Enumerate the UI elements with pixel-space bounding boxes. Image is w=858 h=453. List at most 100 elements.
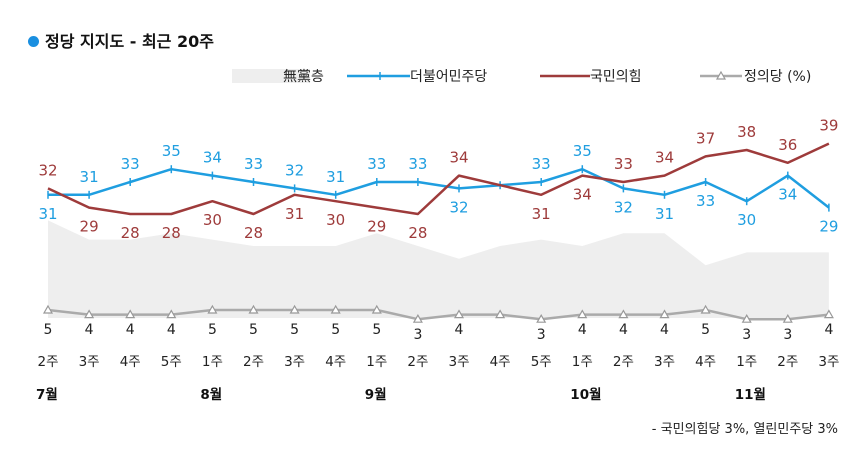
justice-point xyxy=(371,304,382,314)
independent-area xyxy=(48,220,829,318)
ppp-data-label: 31 xyxy=(285,205,304,223)
x-tick-label: 4주 xyxy=(120,354,141,370)
legend-label-minjoo: 더불어민주당 xyxy=(410,69,487,85)
justice-point xyxy=(823,309,834,319)
ppp-data-label: 34 xyxy=(449,149,468,167)
x-tick-label: 3주 xyxy=(654,354,675,370)
ppp-data-label: 39 xyxy=(819,117,838,135)
justice-data-label: 4 xyxy=(578,322,587,338)
justice-data-label: 3 xyxy=(783,327,792,343)
ppp-data-label: 28 xyxy=(244,224,263,242)
x-tick-label: 3주 xyxy=(448,354,469,370)
ppp-data-label: 28 xyxy=(408,224,427,242)
minjoo-data-label: 32 xyxy=(449,198,468,216)
legend-label-ppp: 국민의힘 xyxy=(590,69,642,85)
ppp-data-label: 36 xyxy=(778,136,797,154)
justice-data-label: 4 xyxy=(660,322,669,338)
month-label: 10월 xyxy=(570,386,601,403)
x-tick-label: 3주 xyxy=(79,354,100,370)
justice-data-label: 4 xyxy=(85,322,94,338)
footnote: - 국민의힘당 3%, 열린민주당 3% xyxy=(651,422,838,437)
justice-data-label: 4 xyxy=(619,322,628,338)
ppp-data-label: 32 xyxy=(38,161,57,179)
justice-data-label: 5 xyxy=(290,322,299,338)
ppp-data-label: 31 xyxy=(532,205,551,223)
justice-point xyxy=(618,309,629,319)
justice-point xyxy=(741,313,752,323)
ppp-data-label: 28 xyxy=(121,224,140,242)
justice-data-label: 3 xyxy=(413,327,422,343)
chart-title: 정당 지지도 - 최근 20주 xyxy=(28,28,214,52)
minjoo-data-label: 32 xyxy=(614,198,633,216)
x-tick-label: 3주 xyxy=(284,354,305,370)
minjoo-data-label: 29 xyxy=(819,218,838,236)
month-label: 11월 xyxy=(735,386,766,403)
legend-label-justice: 정의당 (%) xyxy=(744,69,811,85)
justice-point xyxy=(412,313,423,323)
justice-data-label: 4 xyxy=(167,322,176,338)
minjoo-line xyxy=(48,167,830,209)
ppp-data-label: 33 xyxy=(614,155,633,173)
justice-point xyxy=(659,309,670,319)
justice-point xyxy=(453,309,465,319)
ppp-data-label: 34 xyxy=(655,149,674,167)
x-tick-label: 5주 xyxy=(161,354,182,370)
minjoo-data-label: 31 xyxy=(655,205,674,223)
justice-data-label: 5 xyxy=(249,322,258,338)
ppp-data-label: 37 xyxy=(696,129,715,147)
justice-data-label: 5 xyxy=(44,322,53,338)
x-tick-label: 2주 xyxy=(777,354,798,370)
title-dot-icon xyxy=(28,36,39,47)
month-label: 9월 xyxy=(365,386,387,403)
justice-data-label: 4 xyxy=(824,322,833,338)
justice-data-label: 3 xyxy=(537,327,546,343)
ppp-data-label: 29 xyxy=(80,218,99,236)
justice-point xyxy=(536,313,547,323)
minjoo-data-label: 33 xyxy=(408,155,427,173)
legend-marker-justice xyxy=(715,70,727,80)
minjoo-data-label: 33 xyxy=(121,155,140,173)
x-tick-label: 4주 xyxy=(695,354,716,370)
x-tick-label: 1주 xyxy=(366,354,387,370)
justice-data-label: 4 xyxy=(126,322,135,338)
justice-data-label: 5 xyxy=(701,322,710,338)
legend-label-independent: 無黨층 xyxy=(283,69,324,85)
minjoo-data-label: 34 xyxy=(778,186,797,204)
minjoo-data-label: 32 xyxy=(285,161,304,179)
x-tick-label: 1주 xyxy=(736,354,757,370)
justice-point xyxy=(577,309,588,319)
justice-point xyxy=(782,313,793,323)
ppp-line xyxy=(47,142,830,216)
x-tick-label: 3주 xyxy=(818,354,839,370)
minjoo-data-label: 33 xyxy=(244,155,263,173)
justice-point xyxy=(495,309,506,319)
x-tick-label: 5주 xyxy=(531,354,552,370)
justice-point xyxy=(42,304,54,314)
ppp-data-label: 29 xyxy=(367,218,386,236)
minjoo-data-label: 34 xyxy=(203,149,222,167)
justice-point xyxy=(248,304,259,314)
x-tick-label: 4주 xyxy=(325,354,346,370)
chart-title-text: 정당 지지도 - 최근 20주 xyxy=(45,32,214,51)
month-label: 7월 xyxy=(36,386,58,403)
ppp-data-label: 30 xyxy=(203,211,222,229)
minjoo-data-label: 31 xyxy=(326,168,345,186)
justice-point xyxy=(207,304,218,314)
minjoo-data-label: 30 xyxy=(737,211,756,229)
x-tick-label: 1주 xyxy=(202,354,223,370)
justice-point xyxy=(330,304,341,314)
justice-point xyxy=(84,309,95,319)
justice-data-label: 5 xyxy=(331,322,340,338)
x-tick-label: 1주 xyxy=(572,354,593,370)
minjoo-data-label: 35 xyxy=(162,142,181,160)
x-tick-label: 2주 xyxy=(243,354,264,370)
ppp-data-label: 30 xyxy=(326,211,345,229)
justice-point xyxy=(700,304,711,314)
justice-point xyxy=(125,309,136,319)
month-label: 8월 xyxy=(200,386,222,403)
justice-data-label: 4 xyxy=(455,322,464,338)
justice-point xyxy=(166,309,177,319)
legend-swatch-independent xyxy=(232,69,310,83)
justice-data-label: 3 xyxy=(742,327,751,343)
